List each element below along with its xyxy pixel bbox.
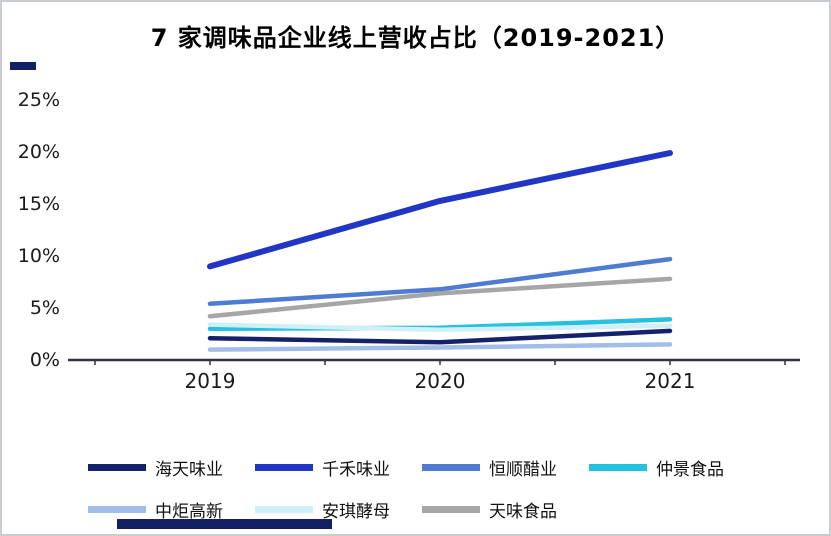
legend-item: 天味食品: [422, 494, 589, 524]
x-tick-label: 2021: [645, 369, 696, 393]
y-tick-label: 25%: [18, 89, 60, 111]
legend-swatch: [422, 505, 480, 513]
legend-swatch: [255, 463, 313, 471]
y-tick-label: 15%: [18, 193, 60, 215]
legend-item: 中炬高新: [88, 494, 255, 524]
y-tick-label: 10%: [18, 245, 60, 267]
legend-swatch: [88, 505, 146, 513]
x-tick-label: 2019: [185, 369, 236, 393]
legend-label: 千禾味业: [322, 459, 390, 480]
chart-legend: 海天味业 千禾味业 恒顺醋业 仲景食品中炬高新 安琪酵母 天味食品: [88, 452, 808, 524]
decor-bar-top-left: [10, 62, 36, 70]
series-line-3: [207, 256, 673, 307]
series-line-7: [207, 276, 673, 319]
legend-label: 恒顺醋业: [489, 459, 557, 480]
legend-label: 海天味业: [155, 459, 223, 480]
series-line-2: [207, 150, 673, 270]
legend-swatch: [88, 463, 146, 471]
line-chart: 0% 5% 10% 15% 20% 25% 2019 2020 2021: [12, 88, 817, 408]
legend-swatch: [589, 463, 647, 471]
legend-label: 天味食品: [489, 501, 557, 522]
y-tick-label: 20%: [18, 141, 60, 163]
y-tick-label: 5%: [30, 297, 60, 319]
legend-item: 仲景食品: [589, 452, 756, 482]
legend-item: 恒顺醋业: [422, 452, 589, 482]
legend-item: 安琪酵母: [255, 494, 422, 524]
legend-swatch: [255, 505, 313, 513]
legend-item: 海天味业: [88, 452, 255, 482]
series-line-1: [207, 328, 673, 345]
legend-label: 仲景食品: [656, 459, 724, 480]
chart-title: 7 家调味品企业线上营收占比（2019-2021）: [150, 24, 681, 52]
x-tick-label: 2020: [415, 369, 466, 393]
series-line-6: [207, 322, 673, 333]
y-tick-label: 0%: [30, 349, 60, 371]
chart-canvas: 0% 5% 10% 15% 20% 25% 2019 2020 2021: [18, 89, 800, 393]
legend-label: 安琪酵母: [322, 501, 390, 522]
series-line-5: [207, 342, 673, 352]
decor-bar-bottom: [117, 519, 332, 529]
legend-swatch: [422, 463, 480, 471]
legend-item: 千禾味业: [255, 452, 422, 482]
legend-label: 中炬高新: [155, 501, 223, 522]
